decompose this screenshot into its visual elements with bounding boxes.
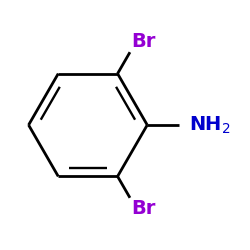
- Text: NH$_2$: NH$_2$: [189, 114, 231, 136]
- Text: Br: Br: [131, 199, 156, 218]
- Text: Br: Br: [131, 32, 156, 51]
